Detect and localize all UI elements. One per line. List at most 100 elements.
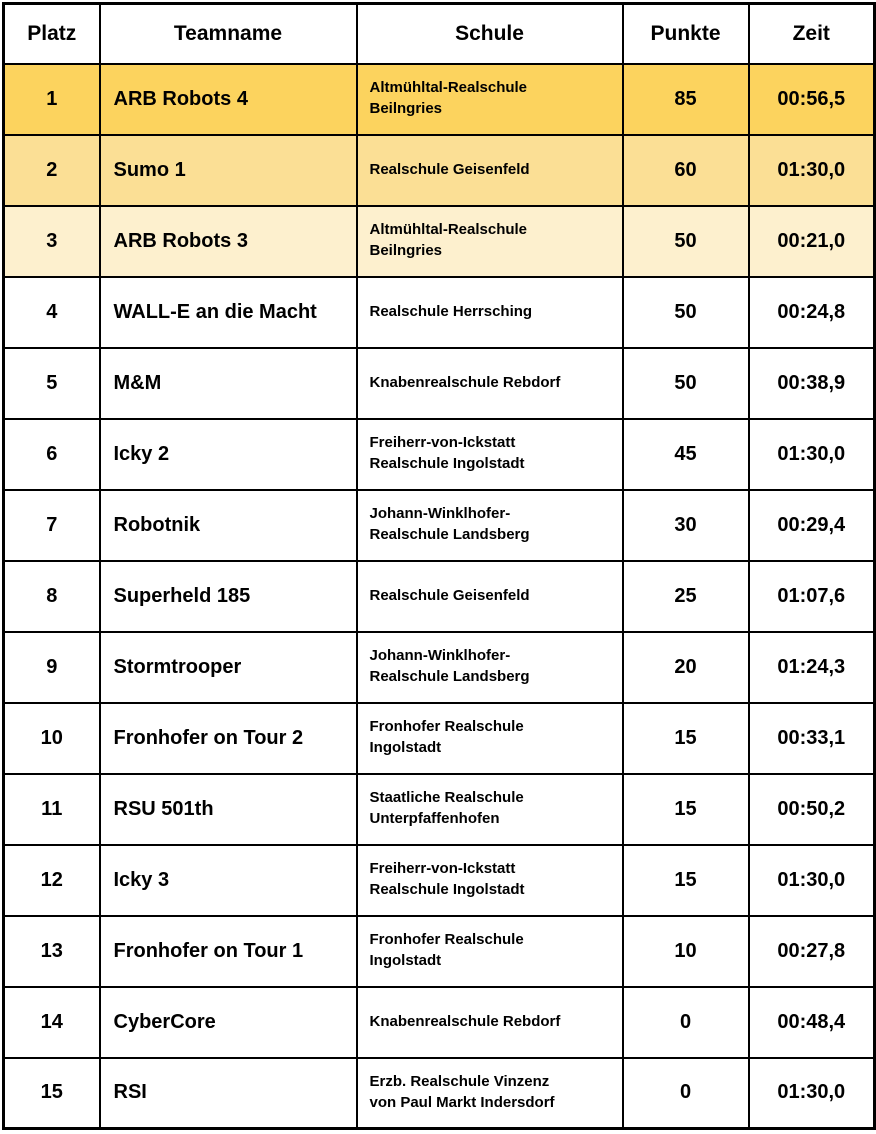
table-row: 2 Sumo 1 Realschule Geisenfeld 60 01:30,0 xyxy=(2,133,876,207)
cell-team: Icky 2 xyxy=(98,417,358,491)
table-row: 14 CyberCore Knabenrealschule Rebdorf 0 00:4… xyxy=(2,985,876,1059)
cell-platz: 10 xyxy=(2,701,101,775)
cell-punkte: 45 xyxy=(621,417,750,491)
table-row: 7 Robotnik Johann-Winklhofer- Realschule L… xyxy=(2,488,876,562)
header-zeit: Zeit xyxy=(747,2,876,65)
table-row: 8 Superheld 185 Realschule Geisenfeld 25 01:… xyxy=(2,559,876,633)
cell-zeit: 00:29,4 xyxy=(747,488,876,562)
table-row: 15 RSI Erzb. Realschule Vinzenz von Paul M… xyxy=(2,1056,876,1130)
table-row: 1 ARB Robots 4 Altmühltal-Realschule Beiln… xyxy=(2,62,876,136)
table-body: 1 ARB Robots 4 Altmühltal-Realschule Beiln… xyxy=(2,62,876,1130)
cell-punkte: 0 xyxy=(621,1056,750,1130)
cell-schule: Knabenrealschule Rebdorf xyxy=(355,985,624,1059)
cell-schule: Realschule Geisenfeld xyxy=(355,559,624,633)
cell-zeit: 00:48,4 xyxy=(747,985,876,1059)
cell-zeit: 01:30,0 xyxy=(747,1056,876,1130)
cell-schule: Altmühltal-Realschule Beilngries xyxy=(355,204,624,278)
cell-punkte: 50 xyxy=(621,204,750,278)
cell-platz: 6 xyxy=(2,417,101,491)
cell-team: CyberCore xyxy=(98,985,358,1059)
cell-schule: Fronhofer Realschule Ingolstadt xyxy=(355,914,624,988)
cell-punkte: 60 xyxy=(621,133,750,207)
cell-schule: Erzb. Realschule Vinzenz von Paul Markt … xyxy=(355,1056,624,1130)
cell-schule: Realschule Herrsching xyxy=(355,275,624,349)
cell-platz: 13 xyxy=(2,914,101,988)
cell-platz: 14 xyxy=(2,985,101,1059)
cell-schule: Freiherr-von-Ickstatt Realschule Ingolst… xyxy=(355,417,624,491)
cell-schule: Johann-Winklhofer- Realschule Landsberg xyxy=(355,630,624,704)
cell-punkte: 0 xyxy=(621,985,750,1059)
cell-punkte: 10 xyxy=(621,914,750,988)
cell-platz: 12 xyxy=(2,843,101,917)
table-row: 10 Fronhofer on Tour 2 Fronhofer Realschul… xyxy=(2,701,876,775)
cell-team: RSU 501th xyxy=(98,772,358,846)
cell-zeit: 00:56,5 xyxy=(747,62,876,136)
cell-schule: Freiherr-von-Ickstatt Realschule Ingolst… xyxy=(355,843,624,917)
cell-zeit: 00:38,9 xyxy=(747,346,876,420)
cell-platz: 1 xyxy=(2,62,101,136)
cell-team: WALL-E an die Macht xyxy=(98,275,358,349)
table-row: 12 Icky 3 Freiherr-von-Ickstatt Realschule… xyxy=(2,843,876,917)
header-schule: Schule xyxy=(355,2,624,65)
cell-platz: 7 xyxy=(2,488,101,562)
table-row: 9 Stormtrooper Johann-Winklhofer- Realschu… xyxy=(2,630,876,704)
cell-platz: 8 xyxy=(2,559,101,633)
cell-punkte: 30 xyxy=(621,488,750,562)
cell-punkte: 15 xyxy=(621,843,750,917)
cell-team: ARB Robots 4 xyxy=(98,62,358,136)
cell-punkte: 50 xyxy=(621,275,750,349)
header-punkte: Punkte xyxy=(621,2,750,65)
cell-platz: 2 xyxy=(2,133,101,207)
cell-punkte: 85 xyxy=(621,62,750,136)
cell-platz: 4 xyxy=(2,275,101,349)
cell-zeit: 00:33,1 xyxy=(747,701,876,775)
cell-zeit: 01:30,0 xyxy=(747,843,876,917)
cell-team: ARB Robots 3 xyxy=(98,204,358,278)
cell-zeit: 01:30,0 xyxy=(747,133,876,207)
cell-platz: 11 xyxy=(2,772,101,846)
cell-team: Sumo 1 xyxy=(98,133,358,207)
cell-schule: Knabenrealschule Rebdorf xyxy=(355,346,624,420)
cell-team: Fronhofer on Tour 1 xyxy=(98,914,358,988)
table-row: 6 Icky 2 Freiherr-von-Ickstatt Realschule … xyxy=(2,417,876,491)
cell-team: Stormtrooper xyxy=(98,630,358,704)
cell-zeit: 00:50,2 xyxy=(747,772,876,846)
cell-team: Fronhofer on Tour 2 xyxy=(98,701,358,775)
table-header: Platz Teamname Schule Punkte Zeit xyxy=(2,2,876,65)
cell-zeit: 01:24,3 xyxy=(747,630,876,704)
cell-zeit: 00:27,8 xyxy=(747,914,876,988)
cell-zeit: 00:24,8 xyxy=(747,275,876,349)
cell-team: RSI xyxy=(98,1056,358,1130)
cell-platz: 15 xyxy=(2,1056,101,1130)
cell-zeit: 00:21,0 xyxy=(747,204,876,278)
header-platz: Platz xyxy=(2,2,101,65)
cell-platz: 9 xyxy=(2,630,101,704)
cell-schule: Fronhofer Realschule Ingolstadt xyxy=(355,701,624,775)
header-row: Platz Teamname Schule Punkte Zeit xyxy=(2,2,876,65)
cell-schule: Johann-Winklhofer- Realschule Landsberg xyxy=(355,488,624,562)
table-row: 11 RSU 501th Staatliche Realschule Unterpf… xyxy=(2,772,876,846)
cell-punkte: 50 xyxy=(621,346,750,420)
cell-schule: Altmühltal-Realschule Beilngries xyxy=(355,62,624,136)
cell-platz: 3 xyxy=(2,204,101,278)
cell-punkte: 20 xyxy=(621,630,750,704)
cell-punkte: 15 xyxy=(621,701,750,775)
cell-team: Superheld 185 xyxy=(98,559,358,633)
cell-zeit: 01:07,6 xyxy=(747,559,876,633)
cell-schule: Staatliche Realschule Unterpfaffenhofen xyxy=(355,772,624,846)
cell-team: Icky 3 xyxy=(98,843,358,917)
table-row: 3 ARB Robots 3 Altmühltal-Realschule Beiln… xyxy=(2,204,876,278)
cell-punkte: 15 xyxy=(621,772,750,846)
cell-team: M&M xyxy=(98,346,358,420)
header-teamname: Teamname xyxy=(98,2,358,65)
table-row: 13 Fronhofer on Tour 1 Fronhofer Realschul… xyxy=(2,914,876,988)
cell-schule: Realschule Geisenfeld xyxy=(355,133,624,207)
cell-team: Robotnik xyxy=(98,488,358,562)
cell-punkte: 25 xyxy=(621,559,750,633)
table-row: 5 M&M Knabenrealschule Rebdorf 50 00:38,9 xyxy=(2,346,876,420)
table-row: 4 WALL-E an die Macht Realschule Herrschin… xyxy=(2,275,876,349)
cell-zeit: 01:30,0 xyxy=(747,417,876,491)
cell-platz: 5 xyxy=(2,346,101,420)
